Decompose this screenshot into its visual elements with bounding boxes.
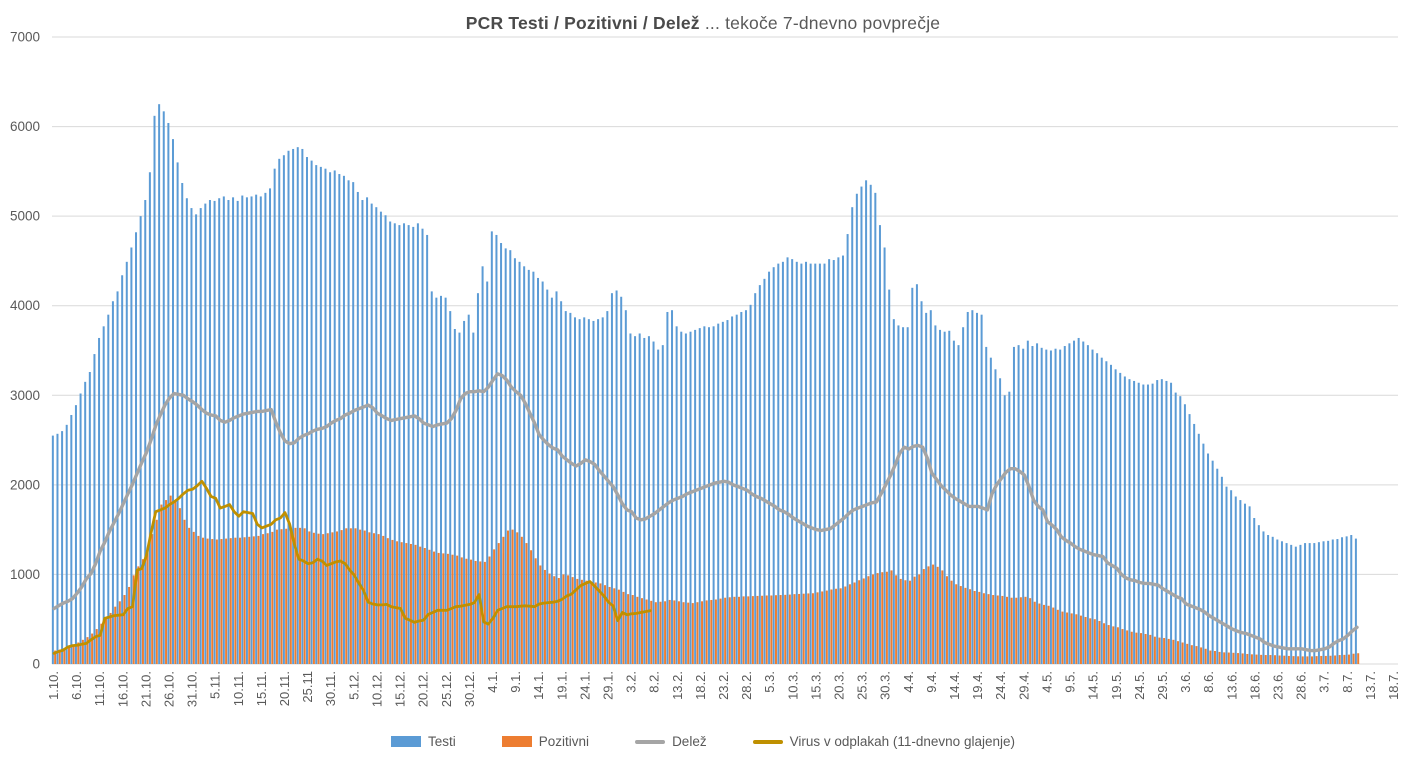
x-tick-label: 9.4. [924, 671, 939, 693]
x-tick-label: 10.3. [785, 671, 800, 700]
chart-title-main: PCR Testi / Pozitivni / Delež [465, 13, 700, 33]
legend-item-testi[interactable]: Testi [391, 734, 456, 749]
x-tick-label: 16.10. [115, 671, 130, 707]
x-tick-label: 23.2. [716, 671, 731, 700]
x-tick-label: 4.5. [1039, 671, 1054, 693]
x-tick-label: 4.4. [901, 671, 916, 693]
x-tick-label: 25.11 [300, 671, 315, 703]
x-tick-label: 14.1. [531, 671, 546, 700]
x-tick-label: 29.5. [1155, 671, 1170, 700]
x-tick-label: 24.4. [993, 671, 1008, 700]
y-tick-label: 3000 [10, 388, 40, 403]
x-tick-label: 8.6. [1201, 671, 1216, 693]
x-tick-label: 3.2. [624, 671, 639, 693]
legend-line-swatch-dele [635, 739, 666, 744]
x-tick-label: 30.3. [878, 671, 893, 700]
x-tick-label: 25.3. [855, 671, 870, 700]
x-tick-label: 21.10. [138, 671, 153, 707]
x-tick-label: 30.11. [323, 671, 338, 706]
x-tick-label: 20.3. [832, 671, 847, 700]
legend-label: Testi [428, 734, 456, 749]
x-tick-label: 18.6. [1247, 671, 1262, 700]
x-tick-label: 8.7. [1340, 671, 1355, 693]
x-tick-label: 15.11. [254, 671, 269, 706]
legend-label: Delež [672, 734, 707, 749]
x-tick-label: 9.1. [508, 671, 523, 693]
x-tick-label: 13.7. [1363, 671, 1378, 700]
x-tick-label: 5.3. [762, 671, 777, 693]
x-tick-label: 11.10. [92, 671, 107, 706]
legend-line-swatch-virus-v-odplakah-11-dnevno-glajenje [752, 739, 783, 744]
x-tick-label: 14.4. [947, 671, 962, 700]
x-tick-label: 29.4. [1016, 671, 1031, 700]
chart-title: PCR Testi / Pozitivni / Delež ... tekoče… [0, 13, 1406, 34]
x-tick-label: 24.1. [577, 671, 592, 700]
line-series-delez [52, 372, 1359, 653]
x-tick-label: 26.10. [162, 671, 177, 707]
x-tick-label: 19.1. [554, 671, 569, 700]
chart-legend: Testi Pozitivni Delež Virus v odplakah (11-… [0, 734, 1406, 749]
x-tick-label: 8.2. [647, 671, 662, 693]
x-tick-label: 6.10. [69, 671, 84, 700]
x-tick-label: 24.5. [1132, 671, 1147, 700]
y-axis-labels: 0 1000 2000 3000 4000 5000 6000 7000 [10, 30, 40, 672]
x-tick-label: 3.7. [1317, 671, 1332, 693]
x-tick-label: 13.2. [670, 671, 685, 700]
legend-bar-swatch-pozitivni [501, 736, 532, 747]
x-tick-label: 4.1. [485, 671, 500, 693]
x-axis-labels: 1.10. 6.10. 11.10. 16.10. 21.10. 26.10. 31.10.… [46, 671, 1401, 707]
x-tick-label: 25.12. [439, 671, 454, 707]
x-tick-label: 30.12. [462, 671, 477, 707]
legend-item-virus-v-odplakah-11-dnevno-glajenje[interactable]: Virus v odplakah (11-dnevno glajenje) [752, 734, 1015, 749]
bar-series-pozitivni [54, 495, 1360, 664]
gridlines [52, 36, 1398, 575]
x-tick-label: 15.12. [393, 671, 408, 707]
y-tick-label: 0 [32, 657, 40, 672]
bar-series-testi [51, 104, 1357, 665]
x-tick-label: 3.6. [1178, 671, 1193, 693]
x-tick-label: 23.6. [1270, 671, 1285, 700]
chart-title-suffix: ... tekoče 7-dnevno povprečje [699, 13, 941, 33]
x-tick-label: 10.12. [369, 671, 384, 707]
legend-item-pozitivni[interactable]: Pozitivni [501, 734, 590, 749]
y-tick-label: 2000 [10, 477, 40, 492]
x-tick-label: 20.12. [416, 671, 431, 707]
x-tick-label: 28.6. [1294, 671, 1309, 700]
x-tick-label: 1.10. [46, 671, 61, 700]
y-tick-label: 6000 [10, 119, 40, 134]
line-series-virus [52, 479, 652, 655]
x-tick-label: 9.5. [1063, 671, 1078, 693]
y-tick-label: 4000 [10, 298, 40, 313]
y-tick-label: 1000 [10, 567, 40, 582]
x-tick-label: 18.2. [693, 671, 708, 700]
legend-bar-swatch-testi [391, 736, 422, 747]
x-tick-label: 13.6. [1224, 671, 1239, 700]
x-tick-label: 20.11. [277, 671, 292, 706]
legend-label: Virus v odplakah (11-dnevno glajenje) [789, 734, 1015, 749]
legend-item-dele[interactable]: Delež [635, 734, 707, 749]
x-tick-label: 31.10. [185, 671, 200, 707]
x-tick-label: 19.4. [970, 671, 985, 700]
y-tick-label: 7000 [10, 30, 40, 45]
x-tick-label: 5.12. [346, 671, 361, 700]
x-tick-label: 10.11. [231, 671, 246, 706]
x-tick-label: 14.5. [1086, 671, 1101, 700]
x-tick-label: 5.11. [208, 671, 223, 699]
x-tick-label: 28.2. [739, 671, 754, 700]
x-tick-label: 18.7. [1386, 671, 1401, 700]
x-tick-label: 15.3. [808, 671, 823, 700]
legend-label: Pozitivni [538, 734, 590, 749]
x-tick-label: 29.1. [600, 671, 615, 700]
x-tick-label: 19.5. [1109, 671, 1124, 700]
y-tick-label: 5000 [10, 209, 40, 224]
